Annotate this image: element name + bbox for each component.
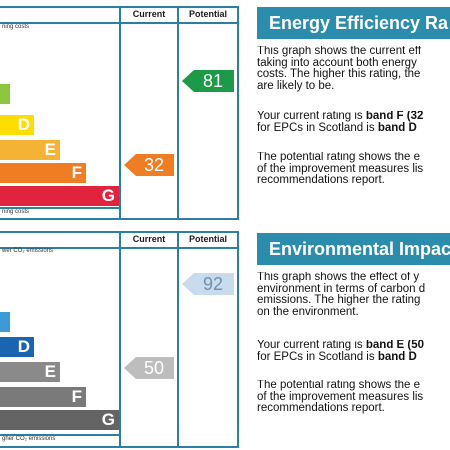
energy-current-rating-text: Your current rating is band F (32 for EP… <box>257 111 450 134</box>
current-rating-arrow: 32 <box>124 154 174 176</box>
energy-description: This graph shows the current eff taking … <box>257 46 450 92</box>
energy-rating-chart: Current Potential ning costs D E F G nin… <box>0 6 239 220</box>
column-divider <box>119 233 121 446</box>
text-line: taking into account both energy <box>257 56 417 69</box>
bottom-caption: gher CO₂ emissions <box>2 436 56 442</box>
text-line: This graph shows the current eff <box>257 46 422 57</box>
energy-efficiency-title: Energy Efficiency Ra <box>257 7 450 39</box>
band-e-bar: E <box>0 140 60 160</box>
environmental-rating-chart: Current Potential wer CO₂ emissions D E … <box>0 231 239 448</box>
potential-rating-value: 92 <box>202 274 224 294</box>
environmental-description: This graph shows the effect of y environ… <box>257 272 450 318</box>
text-line: The potential rating shows the e <box>257 380 421 391</box>
text-line: recommendations report. <box>257 402 385 415</box>
current-column-header: Current <box>132 234 166 244</box>
text-line: recommendations report. <box>257 174 385 187</box>
text-line: This graph shows the effect of y <box>257 272 420 283</box>
potential-rating-arrow: 81 <box>182 70 234 92</box>
current-band-text: band F (32 <box>365 111 424 122</box>
band-g-bar: G <box>0 410 119 430</box>
band-letter: G <box>101 410 115 429</box>
band-f-bar: F <box>0 163 86 183</box>
bottom-caption: ning costs <box>2 209 30 215</box>
column-divider <box>119 8 121 218</box>
text-fragment: for EPCs in Scotland is <box>257 350 378 363</box>
current-column-header: Current <box>132 9 166 19</box>
band-e-bar: E <box>0 362 60 382</box>
current-rating-value: 50 <box>143 358 165 378</box>
band-letter: D <box>17 115 30 134</box>
environmental-impact-section: Current Potential wer CO₂ emissions D E … <box>0 228 450 450</box>
band-c-bar <box>0 312 10 332</box>
scotland-band-text: band D <box>377 121 417 134</box>
current-rating-arrow: 50 <box>124 357 174 379</box>
band-letter: G <box>101 186 115 205</box>
band-d-bar: D <box>0 115 34 135</box>
band-d-bar: D <box>0 337 34 357</box>
potential-rating-arrow: 92 <box>182 273 234 295</box>
band-letter: E <box>44 362 56 381</box>
text-line: The potential rating shows the e <box>257 152 421 163</box>
column-divider <box>177 8 179 218</box>
environmental-current-rating-text: Your current rating is band E (50 for EP… <box>257 340 450 363</box>
potential-rating-value: 81 <box>202 71 224 91</box>
text-line: of the improvement measures lis <box>257 162 424 175</box>
band-g-bar: G <box>0 186 119 206</box>
band-letter: F <box>71 387 82 406</box>
energy-efficiency-section: Current Potential ning costs D E F G nin… <box>0 6 450 220</box>
band-f-bar: F <box>0 387 86 407</box>
text-fragment: Your current rating is <box>257 340 366 351</box>
band-c-bar <box>0 84 10 104</box>
text-line: are likely to be. <box>257 79 335 92</box>
band-letter: F <box>71 163 82 182</box>
text-line: environment in terms of carbon d <box>257 282 426 295</box>
environmental-potential-text: The potential rating shows the e of the … <box>257 380 450 415</box>
top-caption: ning costs <box>2 24 30 30</box>
text-fragment: for EPCs in Scotland is <box>257 121 378 134</box>
band-letter: D <box>17 337 30 356</box>
scotland-band-text: band D <box>377 350 417 363</box>
header-rule <box>0 22 237 24</box>
energy-potential-text: The potential rating shows the e of the … <box>257 152 450 187</box>
footer-rule <box>0 434 119 436</box>
environmental-impact-title: Environmental Impac <box>257 233 450 265</box>
text-line: costs. The higher this rating, the <box>257 68 421 81</box>
potential-column-header: Potential <box>188 234 227 244</box>
text-line: on the environment. <box>257 305 359 318</box>
band-letter: E <box>44 140 56 159</box>
top-caption: wer CO₂ emissions <box>2 248 54 254</box>
text-fragment: Your current rating is <box>257 111 366 122</box>
footer-rule <box>0 207 119 209</box>
current-band-text: band E (50 <box>365 340 425 351</box>
potential-column-header: Potential <box>188 9 227 19</box>
text-line: emissions. The higher the rating <box>257 294 421 307</box>
current-rating-value: 32 <box>143 155 165 175</box>
text-line: of the improvement measures lis <box>257 390 424 403</box>
header-rule <box>0 247 237 249</box>
column-divider <box>177 233 179 446</box>
